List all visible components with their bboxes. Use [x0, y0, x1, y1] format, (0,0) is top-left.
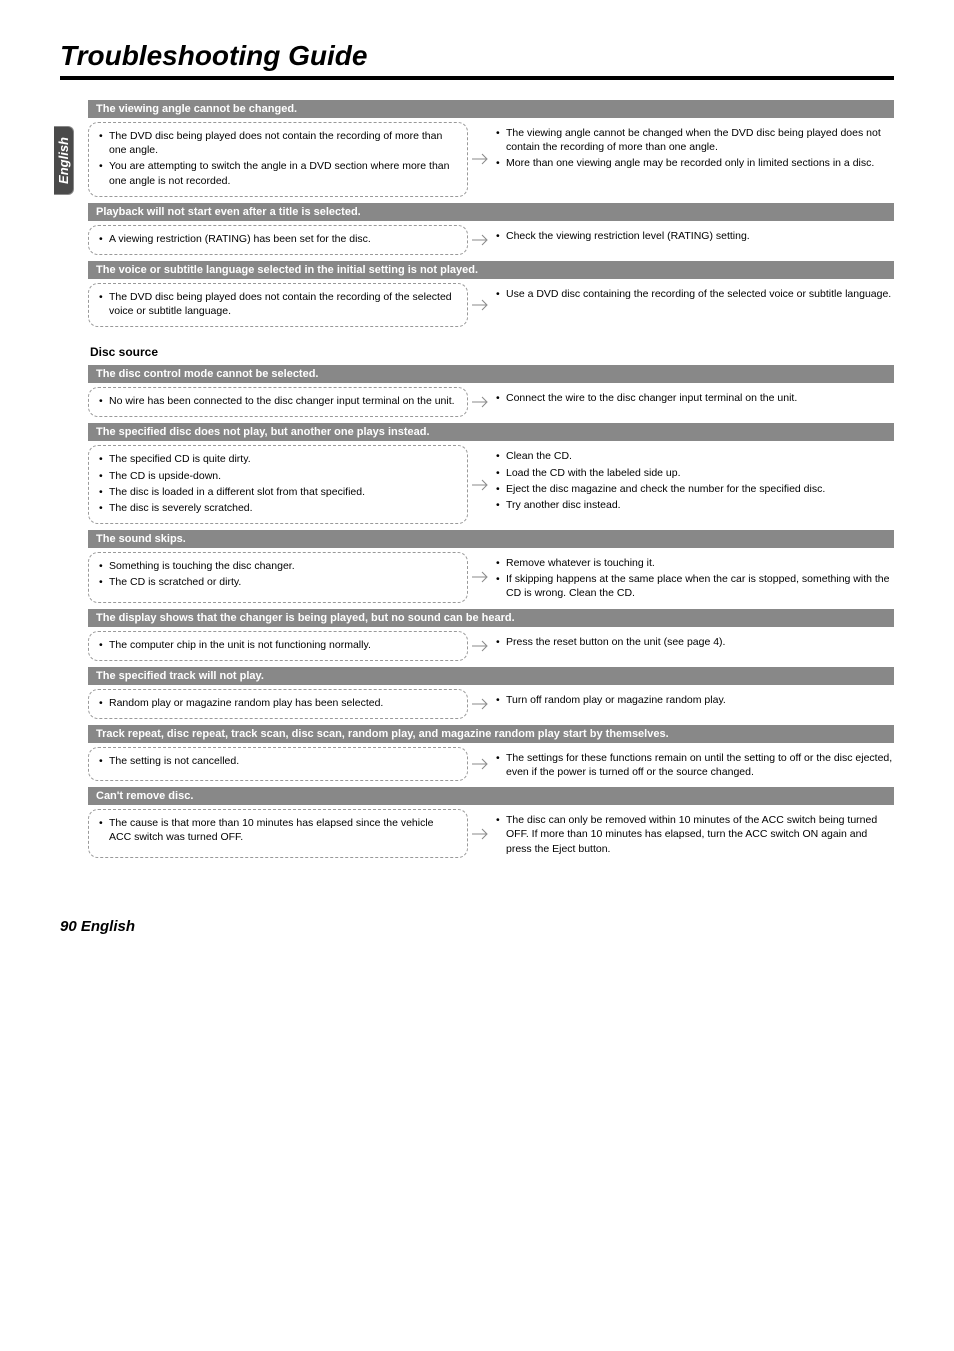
- cause-item: Something is touching the disc changer.: [99, 559, 457, 573]
- remedy-box: Press the reset button on the unit (see …: [496, 631, 894, 661]
- cause-item: The disc is loaded in a different slot f…: [99, 485, 457, 499]
- remedy-item: Press the reset button on the unit (see …: [496, 635, 894, 649]
- symptom-bar: The disc control mode cannot be selected…: [88, 365, 894, 383]
- cause-item: No wire has been connected to the disc c…: [99, 394, 457, 408]
- remedy-item: The viewing angle cannot be changed when…: [496, 126, 894, 154]
- remedy-item: Use a DVD disc containing the recording …: [496, 287, 894, 301]
- cause-item: The setting is not cancelled.: [99, 754, 457, 768]
- arrow-icon: [468, 225, 496, 255]
- arrow-icon: [468, 445, 496, 524]
- cause-box: Random play or magazine random play has …: [88, 689, 468, 719]
- remedy-box: Turn off random play or magazine random …: [496, 689, 894, 719]
- remedy-box: Clean the CD. Load the CD with the labele…: [496, 445, 894, 524]
- remedy-box: The disc can only be removed within 10 m…: [496, 809, 894, 858]
- arrow-icon: [468, 552, 496, 603]
- cause-item: The computer chip in the unit is not fun…: [99, 638, 457, 652]
- cause-remedy-row: A viewing restriction (RATING) has been …: [88, 225, 894, 255]
- remedy-item: Eject the disc magazine and check the nu…: [496, 482, 894, 496]
- symptom-bar: Can't remove disc.: [88, 787, 894, 805]
- cause-box: The computer chip in the unit is not fun…: [88, 631, 468, 661]
- cause-remedy-row: The DVD disc being played does not conta…: [88, 283, 894, 327]
- arrow-icon: [468, 809, 496, 858]
- remedy-item: The settings for these functions remain …: [496, 751, 894, 779]
- arrow-icon: [468, 689, 496, 719]
- symptom-bar: The sound skips.: [88, 530, 894, 548]
- tab-english: English: [54, 126, 74, 195]
- page-title: Troubleshooting Guide: [60, 40, 894, 72]
- symptom-bar: The specified disc does not play, but an…: [88, 423, 894, 441]
- cause-item: Random play or magazine random play has …: [99, 696, 457, 710]
- symptom-bar: The specified track will not play.: [88, 667, 894, 685]
- cause-item: You are attempting to switch the angle i…: [99, 159, 457, 187]
- symptom-bar: The display shows that the changer is be…: [88, 609, 894, 627]
- cause-item: The DVD disc being played does not conta…: [99, 129, 457, 157]
- cause-remedy-row: The cause is that more than 10 minutes h…: [88, 809, 894, 858]
- cause-item: The DVD disc being played does not conta…: [99, 290, 457, 318]
- cause-remedy-row: The computer chip in the unit is not fun…: [88, 631, 894, 661]
- cause-box: No wire has been connected to the disc c…: [88, 387, 468, 417]
- symptom-bar: Track repeat, disc repeat, track scan, d…: [88, 725, 894, 743]
- remedy-item: Remove whatever is touching it.: [496, 556, 894, 570]
- remedy-item: Try another disc instead.: [496, 498, 894, 512]
- cause-box: Something is touching the disc changer. T…: [88, 552, 468, 603]
- cause-item: The CD is upside-down.: [99, 469, 457, 483]
- cause-remedy-row: Something is touching the disc changer. T…: [88, 552, 894, 603]
- cause-remedy-row: No wire has been connected to the disc c…: [88, 387, 894, 417]
- cause-item: The cause is that more than 10 minutes h…: [99, 816, 457, 844]
- remedy-item: Check the viewing restriction level (RAT…: [496, 229, 894, 243]
- cause-remedy-row: The specified CD is quite dirty. The CD i…: [88, 445, 894, 524]
- cause-remedy-row: The setting is not cancelled. The setting…: [88, 747, 894, 781]
- cause-box: The specified CD is quite dirty. The CD i…: [88, 445, 468, 524]
- remedy-box: Remove whatever is touching it. If skippi…: [496, 552, 894, 603]
- remedy-item: Turn off random play or magazine random …: [496, 693, 894, 707]
- remedy-item: More than one viewing angle may be recor…: [496, 156, 894, 170]
- cause-remedy-row: The DVD disc being played does not conta…: [88, 122, 894, 197]
- remedy-item: The disc can only be removed within 10 m…: [496, 813, 894, 856]
- symptom-bar: The voice or subtitle language selected …: [88, 261, 894, 279]
- remedy-box: Connect the wire to the disc changer inp…: [496, 387, 894, 417]
- arrow-icon: [468, 122, 496, 197]
- arrow-icon: [468, 631, 496, 661]
- page-footer: 90 English: [60, 918, 894, 935]
- section-heading-disc: Disc source: [90, 345, 894, 359]
- remedy-box: The settings for these functions remain …: [496, 747, 894, 781]
- cause-box: The DVD disc being played does not conta…: [88, 122, 468, 197]
- cause-box: The DVD disc being played does not conta…: [88, 283, 468, 327]
- arrow-icon: [468, 387, 496, 417]
- cause-remedy-row: Random play or magazine random play has …: [88, 689, 894, 719]
- symptom-bar: The viewing angle cannot be changed.: [88, 100, 894, 118]
- main-content: The viewing angle cannot be changed. The …: [88, 100, 894, 858]
- remedy-box: The viewing angle cannot be changed when…: [496, 122, 894, 197]
- remedy-item: If skipping happens at the same place wh…: [496, 572, 894, 600]
- cause-item: The disc is severely scratched.: [99, 501, 457, 515]
- remedy-box: Use a DVD disc containing the recording …: [496, 283, 894, 327]
- arrow-icon: [468, 283, 496, 327]
- cause-item: The specified CD is quite dirty.: [99, 452, 457, 466]
- cause-box: The cause is that more than 10 minutes h…: [88, 809, 468, 858]
- cause-item: A viewing restriction (RATING) has been …: [99, 232, 457, 246]
- language-tabs: English: [54, 126, 80, 195]
- remedy-box: Check the viewing restriction level (RAT…: [496, 225, 894, 255]
- title-rule: [60, 76, 894, 80]
- cause-item: The CD is scratched or dirty.: [99, 575, 457, 589]
- remedy-item: Connect the wire to the disc changer inp…: [496, 391, 894, 405]
- cause-box: A viewing restriction (RATING) has been …: [88, 225, 468, 255]
- remedy-item: Load the CD with the labeled side up.: [496, 466, 894, 480]
- arrow-icon: [468, 747, 496, 781]
- cause-box: The setting is not cancelled.: [88, 747, 468, 781]
- remedy-item: Clean the CD.: [496, 449, 894, 463]
- symptom-bar: Playback will not start even after a tit…: [88, 203, 894, 221]
